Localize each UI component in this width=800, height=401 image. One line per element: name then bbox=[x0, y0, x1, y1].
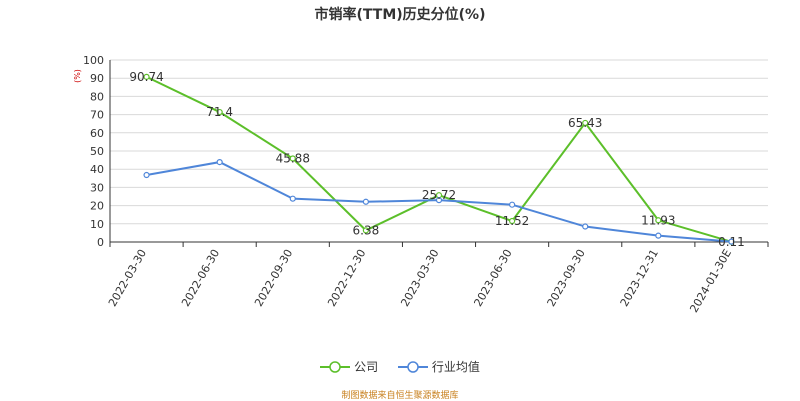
data-point-company[interactable] bbox=[509, 217, 516, 225]
data-label: 11.93 bbox=[641, 213, 675, 227]
data-point-company[interactable] bbox=[289, 155, 296, 162]
x-tick-label: 2022-06-30 bbox=[179, 247, 222, 309]
x-tick-label: 2023-03-30 bbox=[398, 247, 441, 309]
y-tick-label: 50 bbox=[90, 145, 104, 158]
y-tick-label: 80 bbox=[90, 90, 104, 103]
x-tick-label: 2023-12-31 bbox=[618, 247, 661, 309]
legend-marker-industry bbox=[397, 360, 428, 373]
y-tick-label: 60 bbox=[90, 127, 104, 140]
legend-label-industry: 行业均值 bbox=[431, 360, 480, 374]
data-point-industry[interactable] bbox=[582, 223, 589, 230]
y-tick-label: 30 bbox=[90, 181, 104, 194]
y-tick-labels: 0 10 20 30 40 50 60 70 80 90 100 bbox=[83, 54, 104, 249]
y-tick-label: 90 bbox=[90, 72, 104, 85]
x-tick-labels: 2022-03-30 2022-06-30 2022-09-30 2022-12-30… bbox=[106, 247, 734, 315]
y-unit-label: (%) bbox=[73, 69, 82, 83]
y-tick-label: 20 bbox=[90, 200, 104, 213]
data-label: 90.74 bbox=[129, 70, 163, 84]
data-label: 0.11 bbox=[718, 235, 745, 249]
data-point-industry[interactable] bbox=[655, 232, 662, 239]
y-tick-label: 70 bbox=[90, 109, 104, 122]
data-point-industry[interactable] bbox=[728, 238, 735, 245]
data-point-company[interactable] bbox=[582, 119, 589, 127]
legend-marker-company bbox=[320, 360, 351, 373]
legend-label-company: 公司 bbox=[354, 360, 379, 374]
x-tick-label: 2022-03-30 bbox=[106, 247, 149, 309]
data-point-company[interactable] bbox=[216, 108, 223, 116]
data-point-company[interactable] bbox=[362, 227, 369, 234]
data-point-industry[interactable] bbox=[435, 197, 443, 204]
data-point-industry[interactable] bbox=[289, 195, 296, 202]
data-point-company[interactable] bbox=[655, 217, 662, 224]
legend: 公司 行业均值 bbox=[0, 358, 800, 376]
data-labels: 90.74 71.4 45.88 6.38 25.72 11.52 65.43 11.93 0.… bbox=[129, 70, 744, 249]
series-points bbox=[143, 73, 735, 245]
data-point-industry[interactable] bbox=[143, 171, 150, 179]
data-label: 11.52 bbox=[495, 214, 529, 228]
data-point-industry[interactable] bbox=[509, 201, 516, 208]
data-label: 71.4 bbox=[206, 105, 233, 119]
data-point-industry[interactable] bbox=[362, 198, 369, 205]
data-label: 25.72 bbox=[422, 188, 456, 202]
x-tick-label: 2022-09-30 bbox=[252, 247, 295, 309]
x-tick-label: 2024-01-30E bbox=[687, 247, 734, 315]
data-label: 65.43 bbox=[568, 116, 602, 130]
y-tick-label: 100 bbox=[83, 54, 104, 67]
data-label: 45.88 bbox=[276, 151, 310, 165]
data-label: 6.38 bbox=[353, 223, 380, 237]
legend-item-industry[interactable]: 行业均值 bbox=[397, 358, 480, 375]
x-tick-label: 2022-12-30 bbox=[325, 247, 368, 309]
data-point-industry[interactable] bbox=[216, 159, 223, 166]
legend-item-company[interactable]: 公司 bbox=[320, 358, 378, 375]
source-note: 制图数据来自恒生聚源数据库 bbox=[341, 391, 459, 401]
y-tick-label: 10 bbox=[90, 218, 104, 231]
y-tick-label: 0 bbox=[97, 236, 104, 249]
chart-title: 市销率(TTM)历史分位(%) bbox=[314, 7, 486, 23]
axes bbox=[109, 60, 769, 247]
x-tick-label: 2023-09-30 bbox=[545, 247, 588, 309]
y-tick-label: 40 bbox=[90, 163, 104, 176]
data-point-company[interactable] bbox=[143, 73, 150, 80]
x-tick-label: 2023-06-30 bbox=[471, 247, 514, 309]
